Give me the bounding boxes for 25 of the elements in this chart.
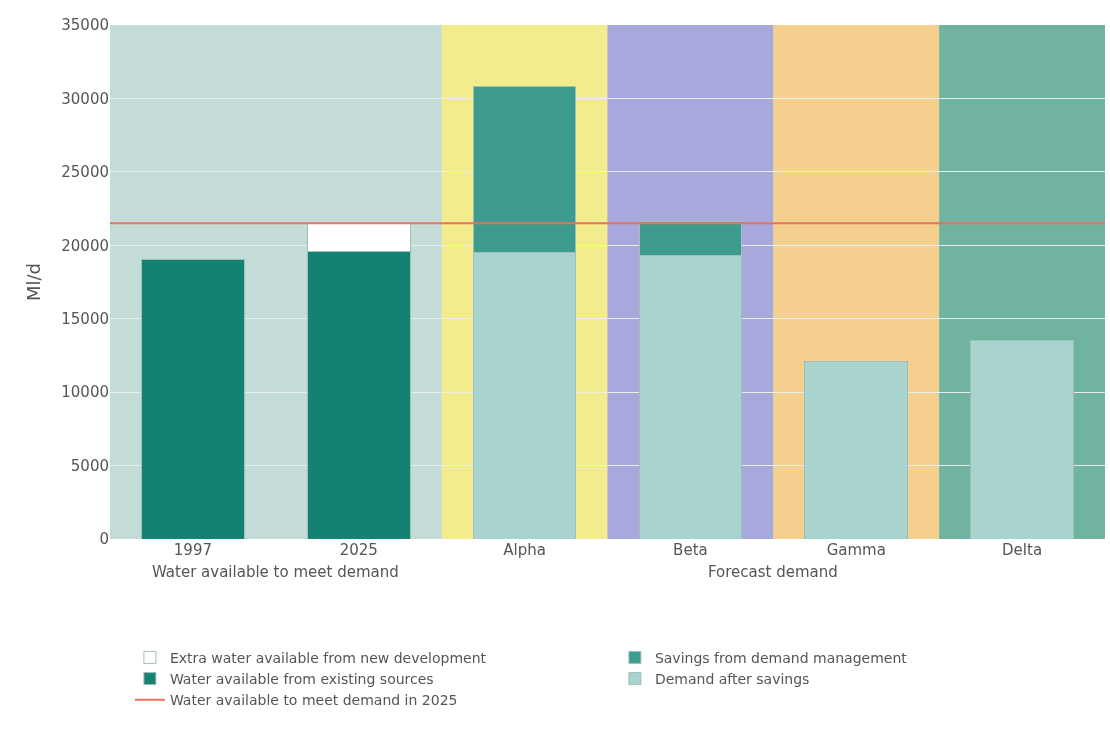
y-tick-label: 25000 <box>61 163 109 182</box>
y-tick-label: 35000 <box>61 16 109 35</box>
x-tick-label: Gamma <box>826 541 886 559</box>
x-tick-label: 1997 <box>173 541 213 559</box>
y-tick-label: 10000 <box>61 383 109 402</box>
y-axis-title: Ml/d <box>23 262 45 302</box>
legend-label: Demand after savings <box>654 671 810 688</box>
x-tick-label: 2025 <box>339 541 378 559</box>
legend-label: Extra water available from new development <box>169 649 487 666</box>
x-tick-label: Delta <box>1002 541 1043 559</box>
legend-label: Savings from demand management <box>654 649 908 666</box>
bar <box>804 360 909 539</box>
x-tick-label: Beta <box>673 541 708 559</box>
bar <box>970 340 1074 539</box>
legend-label: Water available to meet demand in 2025 <box>169 692 458 709</box>
y-tick-label: 0 <box>99 530 109 549</box>
y-tick-label: 20000 <box>61 236 109 255</box>
y-tick-label: 30000 <box>61 89 109 108</box>
text: Water available to meet demand <box>152 563 399 581</box>
y-tick-label: 15000 <box>61 309 109 328</box>
legend-label: Water available from existing sources <box>169 671 434 688</box>
x-tick-label: Alpha <box>503 541 546 559</box>
text: Forecast demand <box>708 563 838 581</box>
bar <box>141 259 245 539</box>
y-tick-label: 5000 <box>70 456 109 475</box>
